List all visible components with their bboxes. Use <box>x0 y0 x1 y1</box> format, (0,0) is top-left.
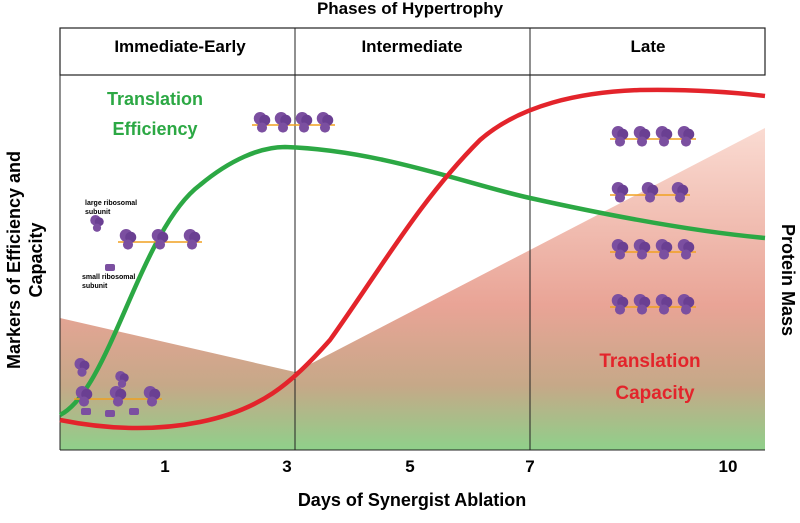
title: Phases of Hypertrophy <box>317 0 504 18</box>
small-subunit <box>105 264 115 271</box>
efficiency-label: Efficiency <box>112 119 197 139</box>
ribosome <box>295 112 313 133</box>
ribosomes <box>74 112 696 417</box>
ribosome <box>316 112 334 133</box>
subunit-label: large ribosomal <box>85 200 137 207</box>
ribosome <box>253 112 271 133</box>
phase-label: Immediate-Early <box>114 37 246 56</box>
phase-label: Intermediate <box>361 37 462 56</box>
ribosome <box>611 182 629 203</box>
phase-label: Late <box>631 37 666 56</box>
ribosome <box>611 126 629 147</box>
subunit-label: subunit <box>85 209 111 216</box>
ribosome <box>274 112 292 133</box>
ribosome <box>633 126 651 147</box>
capacity-label: Capacity <box>615 383 695 404</box>
x-tick-label: 7 <box>525 457 534 476</box>
x-axis-label: Days of Synergist Ablation <box>298 490 526 510</box>
small-subunit <box>129 408 139 415</box>
subunit-label: subunit <box>82 283 108 290</box>
phase-header <box>59 27 766 76</box>
ribosome <box>677 126 695 147</box>
subunit-label: small ribosomal <box>82 274 135 281</box>
y2-axis-label: Protein Mass <box>778 224 798 336</box>
efficiency-label: Translation <box>107 89 203 109</box>
small-subunit <box>81 408 91 415</box>
ribosome <box>655 126 673 147</box>
x-tick-label: 5 <box>405 457 414 476</box>
small-subunit <box>105 410 115 417</box>
ribosome <box>119 229 137 250</box>
capacity-curve <box>59 87 766 431</box>
protein-mass-area <box>60 128 765 450</box>
x-tick-label: 3 <box>282 457 291 476</box>
y-axis-label: Capacity <box>26 222 46 297</box>
x-tick-label: 10 <box>719 457 738 476</box>
x-tick-label: 1 <box>160 457 169 476</box>
capacity-label: Translation <box>599 351 700 372</box>
y-axis-label: Markers of Efficiency and <box>4 151 24 369</box>
ribosome <box>183 229 201 250</box>
ribosome <box>90 215 104 232</box>
efficiency-curve <box>58 144 766 418</box>
